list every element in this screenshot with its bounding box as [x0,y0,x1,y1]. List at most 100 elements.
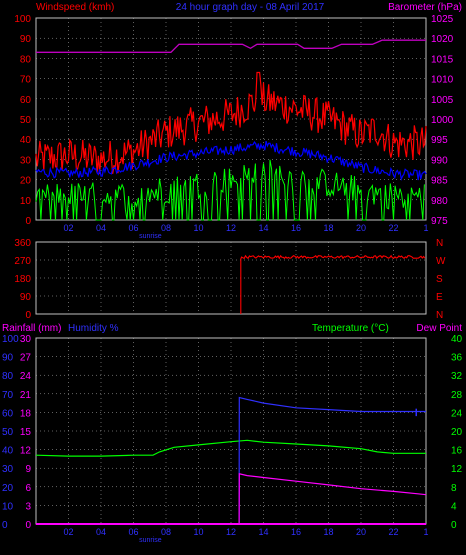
wind-speed-series [35,159,425,221]
x-tick-label: 04 [96,223,106,233]
wind-average-series [35,140,427,182]
compass-label: S [436,274,443,285]
humidity-tick-label: 0 [2,520,8,531]
humidity-series [238,396,426,525]
temperature-label: Temperature (°C) [312,323,389,334]
y-tick-label: 30 [20,155,32,166]
x-tick-label: 1 [423,527,428,537]
wind-direction-series [240,254,426,314]
x-tick-label: 04 [96,527,106,537]
direction-tick-label: 270 [14,256,31,267]
x-tick-label: 16 [291,527,301,537]
rain-tick-label: 15 [20,427,32,438]
y-tick-label: 10 [20,196,32,207]
compass-label: W [436,256,446,267]
y-tick-label: 80 [20,54,32,65]
humidity-label: Humidity % [68,323,119,334]
y-tick-label: 100 [14,14,31,25]
temperature-tick-label: 4 [451,501,457,512]
x-tick-label: 02 [63,223,73,233]
y2-tick-label: 995 [431,135,448,146]
humidity-tick-label: 90 [2,353,14,364]
x-tick-label: 10 [193,223,203,233]
temperature-tick-label: 20 [451,427,463,438]
temperature-tick-label: 24 [451,408,463,419]
y-tick-label: 90 [20,34,32,45]
rain-tick-label: 21 [20,390,32,401]
direction-tick-label: 90 [20,292,32,303]
direction-tick-label: 360 [14,238,31,249]
rain-tick-label: 18 [20,408,32,419]
y2-tick-label: 1005 [431,95,454,106]
y2-tick-label: 980 [431,196,448,207]
humidity-tick-label: 100 [2,334,19,345]
rain-tick-label: 24 [20,371,32,382]
x-tick-label: 08 [161,527,171,537]
x-tick-label: 20 [356,223,366,233]
x-tick-label: 08 [161,223,171,233]
x-tick-label: 1 [423,223,428,233]
rainfall-label: Rainfall (mm) [2,323,61,334]
y-tick-label: 40 [20,135,32,146]
temperature-tick-label: 8 [451,483,457,494]
humidity-tick-label: 10 [2,501,14,512]
rain-tick-label: 30 [20,334,32,345]
direction-tick-label: 0 [25,310,31,321]
x-tick-label: 02 [63,527,73,537]
x-tick-label: 12 [226,223,236,233]
y2-tick-label: 1020 [431,34,454,45]
x-tick-label: 14 [258,527,268,537]
compass-label: N [436,238,443,249]
barometer-series [36,39,426,53]
y2-tick-label: 990 [431,155,448,166]
wind-gust-series [35,71,427,175]
x-tick-label: 22 [388,223,398,233]
temperature-tick-label: 40 [451,334,463,345]
humidity-tick-label: 80 [2,371,14,382]
x-tick-label: 10 [193,527,203,537]
y-tick-label: 60 [20,95,32,106]
temperature-tick-label: 0 [451,520,457,531]
temperature-tick-label: 32 [451,371,463,382]
rain-tick-label: 27 [20,353,32,364]
y-tick-label: 70 [20,75,32,86]
y2-tick-label: 1015 [431,54,454,65]
y-tick-label: 20 [20,176,32,187]
x-tick-label: 06 [128,527,138,537]
temperature-tick-label: 28 [451,390,463,401]
humidity-tick-label: 20 [2,483,14,494]
temperature-tick-label: 16 [451,446,463,457]
rain-tick-label: 6 [25,483,31,494]
humidity-tick-label: 60 [2,408,14,419]
humidity-tick-label: 30 [2,464,14,475]
sunrise-label: sunrise [139,233,162,240]
y-tick-label: 50 [20,115,32,126]
barometer-label: Barometer (hPa) [388,2,462,13]
compass-label: E [436,292,443,303]
dewpoint-series [238,473,427,525]
graph-title: 24 hour graph day - 08 April 2017 [176,2,325,13]
temperature-series [35,439,426,457]
humidity-tick-label: 50 [2,427,14,438]
humidity-tick-label: 40 [2,446,14,457]
x-tick-label: 12 [226,527,236,537]
dewpoint-label: Dew Point [416,323,462,334]
y2-tick-label: 985 [431,176,448,187]
rain-tick-label: 9 [25,464,31,475]
humidity-tick-label: 70 [2,390,14,401]
temperature-tick-label: 36 [451,353,463,364]
x-tick-label: 06 [128,223,138,233]
x-tick-label: 18 [323,527,333,537]
direction-tick-label: 180 [14,274,31,285]
x-tick-label: 22 [388,527,398,537]
x-tick-label: 16 [291,223,301,233]
sunrise-label: sunrise [139,537,162,544]
compass-label: N [436,310,443,321]
y-tick-label: 0 [25,216,31,227]
temperature-tick-label: 12 [451,464,463,475]
rain-tick-label: 12 [20,446,32,457]
windspeed-label: Windspeed (kmh) [36,2,114,13]
x-tick-label: 20 [356,527,366,537]
y2-tick-label: 1025 [431,14,454,25]
